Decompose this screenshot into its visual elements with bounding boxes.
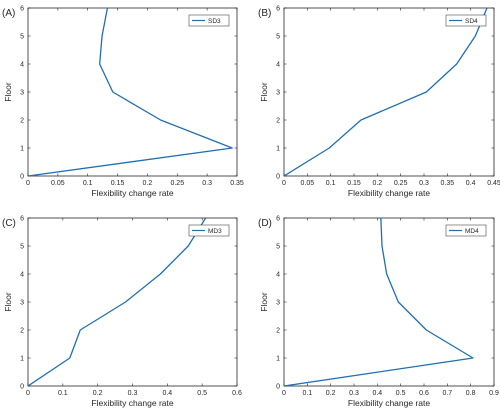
x-axis-label: Flexibility change rate [348,188,430,198]
x-tick-label: 0.05 [51,180,65,187]
x-tick-label: 0 [282,390,286,397]
legend-box [188,14,230,27]
x-axis-label: Flexibility change rate [91,188,173,198]
legend-entry: SD4 [465,18,478,25]
panel-label: (D) [258,218,272,229]
y-axis-label: Floor [259,292,269,312]
x-tick-label: 0 [282,180,286,187]
y-tick-label: 0 [276,174,280,181]
x-tick-label: 0.9 [489,390,499,397]
x-tick-label: 0.25 [394,180,408,187]
chart-panel-2: (C) 0 0.1 0.2 0.3 0.4 0.5 0.6 0 1 2 3 4 5 6 Flexibility… [2,216,242,408]
y-tick-label: 5 [276,34,280,41]
x-tick-label: 0.2 [93,390,103,397]
y-tick-label: 1 [20,146,24,153]
x-tick-label: 0.8 [466,390,476,397]
legend-box [445,14,487,27]
x-tick-label: 0.25 [170,180,184,187]
legend-box [445,224,487,237]
x-tick-label: 0.4 [372,390,382,397]
x-tick-label: 0 [26,180,30,187]
panel-label: (A) [2,8,15,19]
y-tick-label: 0 [276,384,280,391]
x-tick-label: 0.1 [58,390,68,397]
panel-label: (B) [258,8,271,19]
x-tick-label: 0.35 [230,180,244,187]
legend-entry: MD4 [465,228,479,235]
x-tick-label: 0.1 [326,180,336,187]
y-tick-label: 5 [20,244,24,251]
y-tick-label: 3 [20,90,24,97]
series-line-MD4 [284,218,474,386]
x-tick-label: 0.2 [372,180,382,187]
y-tick-label: 2 [20,328,24,335]
y-tick-label: 5 [20,34,24,41]
y-tick-label: 4 [276,62,280,69]
y-tick-label: 1 [276,146,280,153]
plot-frame [283,7,495,177]
x-tick-label: 0.3 [349,390,359,397]
y-axis-label: Floor [259,82,269,102]
y-tick-label: 0 [20,174,24,181]
plot-frame [27,7,238,177]
x-tick-label: 0.6 [419,390,429,397]
x-tick-label: 0.15 [111,180,125,187]
y-tick-label: 4 [20,272,24,279]
y-tick-label: 0 [20,384,24,391]
x-tick-label: 0.1 [302,390,312,397]
chart-panel-3: (D) 0 0.1 0.2 0.3 0.4 0.5 0.6 0.7 0.8 0.9 0 1 2 3 4 5 6 Fl… [258,216,499,408]
legend-box [188,224,230,237]
y-tick-label: 5 [276,244,280,251]
x-tick-label: 0.3 [202,180,212,187]
x-tick-label: 0.45 [487,180,500,187]
x-tick-label: 0.1 [83,180,93,187]
y-tick-label: 1 [276,356,280,363]
x-tick-label: 0.2 [143,180,153,187]
series-line-MD3 [28,218,207,386]
y-tick-label: 6 [20,6,24,13]
x-tick-label: 0 [26,390,30,397]
x-tick-label: 0.5 [197,390,207,397]
y-tick-label: 3 [276,300,280,307]
y-tick-label: 2 [20,118,24,125]
panel-label: (C) [2,218,16,229]
x-tick-label: 0.7 [442,390,452,397]
x-axis-label: Flexibility change rate [348,398,430,408]
y-tick-label: 6 [20,216,24,223]
series-line-SD4 [284,8,488,176]
chart-panel-0: (A) 0 0.05 0.1 0.15 0.2 0.25 0.3 0.35 0 1 2 3 4 5 6 Flex… [2,6,244,199]
x-tick-label: 0.3 [128,390,138,397]
x-tick-label: 0.05 [301,180,315,187]
x-tick-label: 0.2 [326,390,336,397]
plot-frame [283,217,495,387]
y-tick-label: 4 [276,272,280,279]
x-tick-label: 0.5 [396,390,406,397]
y-tick-label: 2 [276,328,280,335]
x-tick-label: 0.4 [466,180,476,187]
y-axis-label: Floor [3,82,13,102]
legend-entry: MD3 [208,228,222,235]
y-tick-label: 6 [276,216,280,223]
x-tick-label: 0.6 [232,390,242,397]
y-tick-label: 2 [276,118,280,125]
series-line-SD3 [28,8,233,176]
chart-panel-1: (B) 0 0.05 0.1 0.15 0.2 0.25 0.3 0.35 0.4 0.45 0 1 2 3… [258,6,500,199]
y-axis-label: Floor [3,292,13,312]
x-tick-label: 0.35 [441,180,455,187]
legend-entry: SD3 [208,18,221,25]
x-tick-label: 0.3 [419,180,429,187]
y-tick-label: 6 [276,6,280,13]
y-tick-label: 1 [20,356,24,363]
y-tick-label: 3 [20,300,24,307]
x-tick-label: 0.4 [162,390,172,397]
y-tick-label: 3 [276,90,280,97]
plot-frame [27,217,238,387]
y-tick-label: 4 [20,62,24,69]
x-tick-label: 0.15 [347,180,361,187]
x-axis-label: Flexibility change rate [91,398,173,408]
